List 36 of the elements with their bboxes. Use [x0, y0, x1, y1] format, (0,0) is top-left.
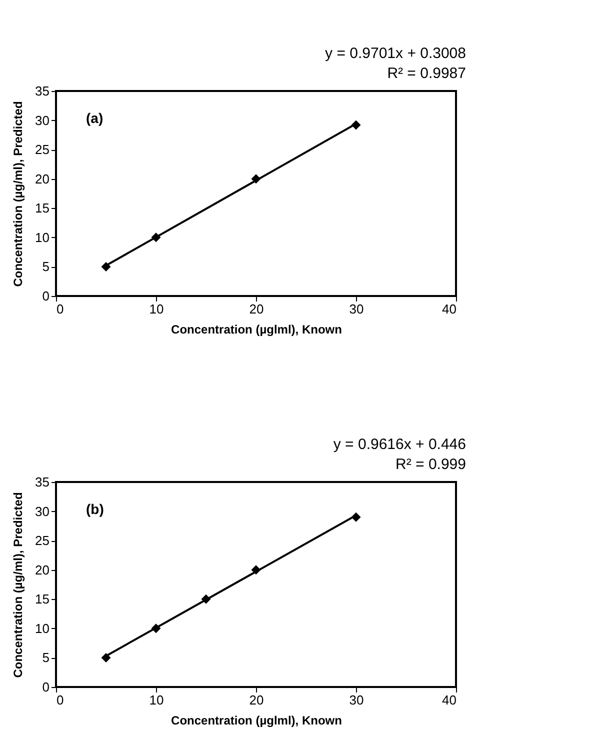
x-tick-label: 20 [249, 692, 264, 708]
y-axis-title: Concentration (µg/ml), Predicted [11, 101, 26, 287]
y-tick-label: 30 [35, 112, 50, 128]
x-tick-label: 0 [56, 692, 64, 708]
x-axis-title: Concentration (µglml), Known [171, 322, 342, 336]
x-tick-label: 10 [149, 302, 164, 316]
x-tick-label: 40 [442, 302, 456, 316]
y-tick-label: 0 [42, 288, 50, 304]
y-tick-label: 15 [35, 200, 50, 216]
y-tick-label: 35 [35, 474, 50, 490]
x-tick-label: 30 [349, 302, 364, 316]
y-tick-label: 20 [35, 171, 50, 186]
y-tick-label: 5 [42, 650, 50, 666]
x-tick-label: 30 [349, 692, 364, 708]
x-tick-label: 10 [149, 692, 164, 708]
annotation: (b) [86, 501, 104, 517]
y-tick-label: 5 [42, 259, 50, 274]
y-tick-label: 0 [42, 680, 50, 694]
y-tick-label: 10 [35, 620, 50, 636]
y-tick-label: 15 [35, 592, 50, 607]
y-tick-label: 30 [35, 504, 50, 519]
text: R² = 0.9987 [387, 65, 466, 82]
x-axis-title: Concentration (µglml), Known [171, 714, 342, 728]
y-tick-label: 35 [35, 84, 50, 98]
y-tick-label: 25 [35, 533, 50, 548]
x-tick-label: 40 [442, 692, 456, 708]
y-tick-label: 10 [35, 230, 50, 245]
annotation: (a) [86, 110, 104, 126]
x-tick-label: 20 [249, 302, 264, 316]
text: y = 0.9616x + 0.446 [333, 436, 466, 453]
y-tick-label: 25 [35, 142, 50, 158]
text: R² = 0.999 [396, 456, 466, 473]
y-tick-label: 20 [35, 562, 50, 578]
text: y = 0.9701x + 0.3008 [325, 45, 466, 62]
y-axis-title: Concentration (µg/ml), Predicted [11, 492, 26, 678]
x-tick-label: 0 [56, 302, 64, 316]
